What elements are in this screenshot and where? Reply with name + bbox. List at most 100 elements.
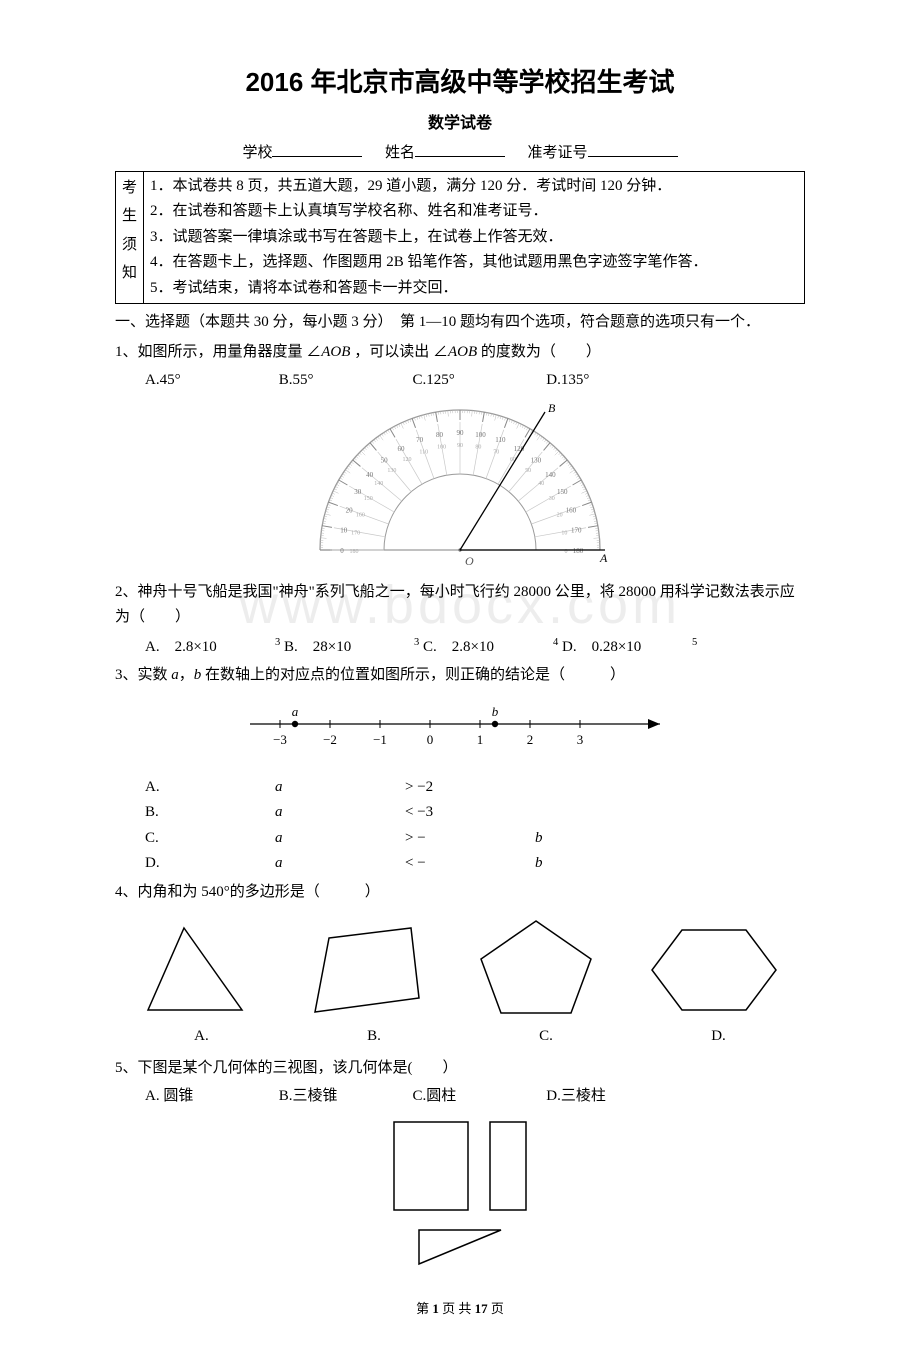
svg-text:100: 100 (475, 431, 486, 439)
q4-opt-a: A. (194, 1024, 209, 1050)
question-3-options: A. a > −2 B. a < −3 C. a > −b D. a < −b (115, 775, 805, 877)
svg-text:10: 10 (561, 530, 567, 536)
svg-text:−3: −3 (273, 732, 287, 747)
field-school-label: 学校 (242, 145, 272, 161)
svg-text:120: 120 (514, 445, 525, 453)
svg-text:110: 110 (419, 449, 428, 455)
number-line-figure: −3−2−10123ab (240, 699, 680, 759)
notice-item-1: 1．本试卷共 8 页，共五道大题，29 道小题，满分 120 分．考试时间 12… (150, 174, 798, 200)
three-views-figure (115, 1120, 805, 1268)
q5-opt-a: A. 圆锥 (145, 1084, 275, 1110)
svg-text:30: 30 (549, 496, 555, 502)
question-1-options: A.45° B.55° C.125° D.135° (115, 368, 805, 394)
view-front (392, 1120, 470, 1212)
polygon-pentagon (471, 915, 601, 1020)
question-4: 4、内角和为 540°的多边形是（ ） (115, 880, 805, 906)
svg-text:0: 0 (340, 547, 344, 555)
polygon-triangle (136, 920, 256, 1020)
svg-text:170: 170 (351, 530, 360, 536)
q2-opt-d: D. 0.28×105 (562, 634, 697, 661)
q3-opt-d: D. a < −b (145, 851, 665, 877)
svg-text:170: 170 (571, 526, 582, 534)
notice-item-4: 4．在答题卡上，选择题、作图题用 2B 铅笔作答，其他试题用黑色字迹签字笔作答． (150, 250, 798, 276)
svg-text:50: 50 (381, 456, 389, 464)
q1-opt-c: C.125° (413, 368, 543, 394)
question-1: 1、如图所示，用量角器度量 ∠AOB ，可以读出 ∠AOB 的度数为（ ） (115, 340, 805, 366)
q1-opt-b: B.55° (279, 368, 409, 394)
svg-text:130: 130 (387, 468, 396, 474)
notice-item-5: 5．考试结束，请将本试卷和答题卡一并交回． (150, 276, 798, 302)
svg-text:120: 120 (403, 457, 412, 463)
q4-opt-b: B. (367, 1024, 381, 1050)
info-fields: 学校 姓名 准考证号 (115, 141, 805, 167)
svg-text:140: 140 (545, 471, 556, 479)
page-footer: 第 1 页 共 17 页 (115, 1298, 805, 1320)
svg-text:−1: −1 (373, 732, 387, 747)
view-side (488, 1120, 528, 1212)
svg-text:2: 2 (527, 732, 534, 747)
q5-opt-b: B.三棱锥 (279, 1084, 409, 1110)
svg-text:90: 90 (457, 429, 465, 437)
q5-opt-d: D.三棱柱 (546, 1084, 676, 1110)
q2-opt-c: C. 2.8×104 (423, 634, 558, 661)
q2-opt-a: A. 2.8×103 (145, 634, 280, 661)
q1-opt-a: A.45° (145, 368, 275, 394)
svg-text:80: 80 (475, 444, 481, 450)
notice-side-label: 考 生 须 知 (116, 171, 144, 304)
field-school-blank (272, 142, 362, 157)
svg-text:70: 70 (493, 449, 499, 455)
svg-text:160: 160 (356, 513, 365, 519)
svg-text:150: 150 (364, 496, 373, 502)
svg-text:1: 1 (477, 732, 484, 747)
svg-text:30: 30 (354, 488, 362, 496)
polygon-hexagon (644, 920, 784, 1020)
svg-text:O: O (465, 554, 474, 568)
svg-text:130: 130 (531, 456, 542, 464)
view-top (415, 1226, 505, 1268)
field-name-label: 姓名 (385, 145, 415, 161)
polygon-quad (299, 920, 429, 1020)
svg-text:180: 180 (350, 549, 359, 555)
svg-text:−2: −2 (323, 732, 337, 747)
q1-opt-d: D.135° (546, 368, 676, 394)
q3-opt-a: A. a > −2 (145, 775, 535, 801)
svg-text:80: 80 (436, 431, 444, 439)
svg-text:90: 90 (457, 443, 463, 449)
svg-text:A: A (599, 551, 608, 565)
svg-text:b: b (492, 704, 499, 719)
notice-item-3: 3．试题答案一律填涂或书写在答题卡上，在试卷上作答无效． (150, 225, 798, 251)
field-name-blank (415, 142, 505, 157)
svg-text:B: B (548, 401, 556, 415)
svg-text:70: 70 (416, 436, 424, 444)
q3-opt-c: C. a > −b (145, 826, 665, 852)
svg-text:180: 180 (573, 547, 584, 555)
svg-text:110: 110 (495, 436, 506, 444)
q2-opt-b: B. 28×103 (284, 634, 419, 661)
svg-text:50: 50 (525, 468, 531, 474)
svg-text:20: 20 (557, 513, 563, 519)
svg-text:150: 150 (557, 488, 568, 496)
svg-text:100: 100 (437, 444, 446, 450)
question-2: 2、神舟十号飞船是我国"神舟"系列飞船之一，每小时飞行约 28000 公里，将 … (115, 580, 805, 631)
svg-text:20: 20 (346, 507, 354, 515)
svg-text:40: 40 (538, 481, 544, 487)
field-ticket-label: 准考证号 (528, 145, 588, 161)
polygon-row (115, 915, 805, 1020)
q4-opt-d: D. (711, 1024, 726, 1050)
svg-text:40: 40 (366, 471, 374, 479)
q4-opt-c: C. (539, 1024, 553, 1050)
question-3: 3、实数 a，b 在数轴上的对应点的位置如图所示，则正确的结论是（ ） (115, 663, 805, 689)
svg-text:140: 140 (374, 481, 383, 487)
question-5-options: A. 圆锥 B.三棱锥 C.圆柱 D.三棱柱 (115, 1084, 805, 1110)
svg-text:0: 0 (427, 732, 434, 747)
question-5: 5、下图是某个几何体的三视图，该几何体是( ） (115, 1056, 805, 1082)
section-1-header: 一、选择题（本题共 30 分，每小题 3 分） 第 1—10 题均有四个选项，符… (115, 310, 805, 336)
question-2-options: A. 2.8×103 B. 28×103 C. 2.8×104 D. 0.28×… (115, 634, 805, 661)
exam-subtitle: 数学试卷 (115, 110, 805, 137)
protractor-figure: 0180101702016030150401405013060120701108… (310, 400, 610, 570)
exam-title: 2016 年北京市高级中等学校招生考试 (115, 60, 805, 104)
field-ticket-blank (588, 142, 678, 157)
svg-text:60: 60 (398, 445, 406, 453)
svg-text:160: 160 (566, 507, 577, 515)
svg-text:10: 10 (340, 526, 348, 534)
